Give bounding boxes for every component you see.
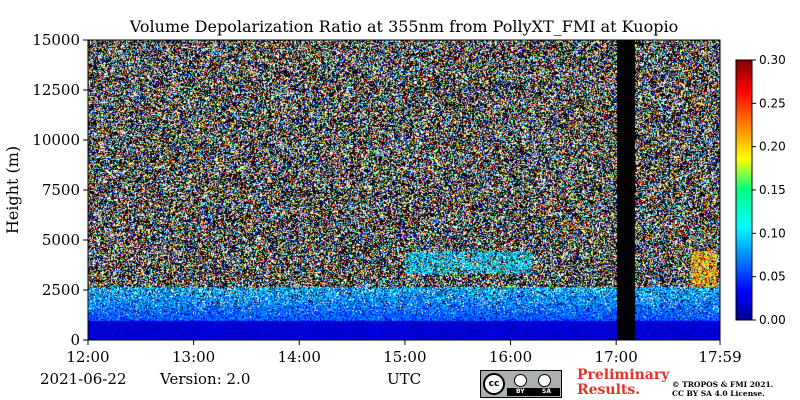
colorbar-tick-label: 0.00: [759, 313, 786, 327]
y-tick-label: 10000: [32, 131, 80, 149]
colorbar-tick-label: 0.15: [759, 183, 786, 197]
colorbar-tick-label: 0.10: [759, 226, 786, 240]
x-axis: 12:00 13:00 14:00 15:00 16:00 17:00 17:59: [66, 340, 742, 366]
copyright-line1: © TROPOS & FMI 2021.: [672, 380, 774, 389]
y-axis-label: Height (m): [3, 146, 22, 234]
copyright-line2: CC BY SA 4.0 License.: [672, 389, 765, 398]
x-axis-label: UTC: [387, 370, 422, 388]
x-tick-label: 12:00: [66, 348, 109, 366]
preliminary-notice: Preliminary Results.: [577, 368, 669, 398]
cc-bar: BY SA: [507, 388, 560, 396]
colorbar-tick-label: 0.20: [759, 140, 786, 154]
y-tick-label: 0: [70, 331, 80, 349]
x-tick-label: 14:00: [278, 348, 321, 366]
x-tick-label: 15:00: [383, 348, 426, 366]
preliminary-line2: Results.: [577, 382, 641, 398]
y-tick-label: 15000: [32, 31, 80, 49]
copyright-notice: © TROPOS & FMI 2021. CC BY SA 4.0 Licens…: [672, 380, 773, 398]
chart-title: Volume Depolarization Ratio at 355nm fro…: [129, 17, 678, 36]
person-icon: [514, 374, 527, 387]
x-tick-label: 17:59: [698, 348, 741, 366]
colorbar-tick-label: 0.30: [759, 53, 786, 67]
cc-sa-label: SA: [542, 388, 551, 395]
version-label: Version: 2.0: [160, 370, 251, 388]
colorbar-tick-label: 0.25: [759, 96, 786, 110]
y-tick-label: 7500: [42, 181, 80, 199]
cc-icon: cc: [483, 373, 505, 395]
colorbar: [735, 59, 753, 321]
heatmap-area: [88, 40, 720, 340]
date-label: 2021-06-22: [40, 370, 127, 388]
cc-license-badge: cc BY SA: [480, 370, 562, 398]
y-tick-label: 5000: [42, 231, 80, 249]
share-alike-icon: [538, 374, 551, 387]
x-tick-label: 16:00: [489, 348, 532, 366]
y-tick-label: 2500: [42, 281, 80, 299]
colorbar-ticks: 0.00 0.05 0.10 0.15 0.20 0.25 0.30: [752, 53, 786, 327]
heatmap-image: [88, 40, 720, 340]
x-tick-label: 17:00: [595, 348, 638, 366]
y-axis: 0 2500 5000 7500 10000 12500 15000: [32, 31, 88, 349]
colorbar-tick-label: 0.05: [759, 270, 786, 284]
cc-by-label: BY: [516, 388, 525, 395]
preliminary-line1: Preliminary: [577, 367, 670, 383]
y-tick-label: 12500: [32, 81, 80, 99]
x-tick-label: 13:00: [172, 348, 215, 366]
